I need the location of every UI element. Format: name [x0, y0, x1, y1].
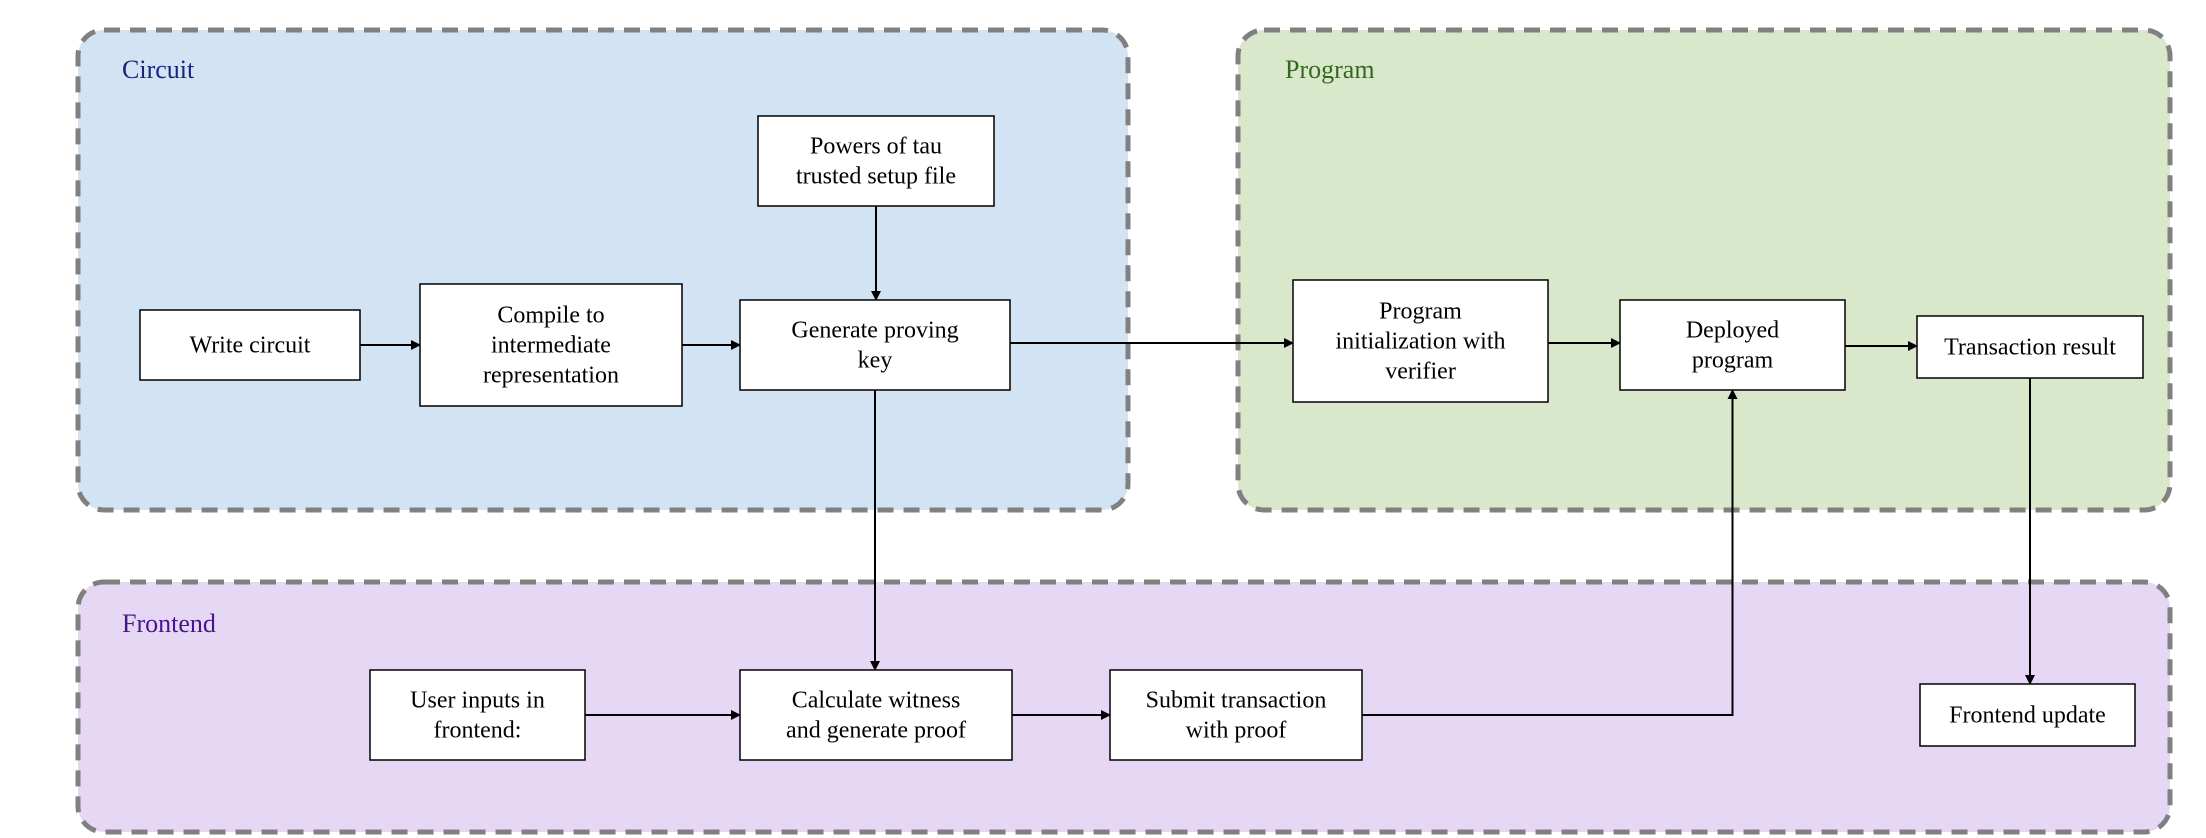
node-prog_init: Program initialization with verifier — [1293, 280, 1548, 402]
node-box-user_inputs — [370, 670, 585, 760]
node-text-deployed-line1: program — [1692, 348, 1774, 374]
node-text-calc_witness-line0: Calculate witness — [792, 688, 961, 714]
node-text-gen_pk-line0: Generate proving — [791, 318, 958, 344]
node-text-powers_tau-line1: trusted setup file — [796, 164, 956, 190]
node-text-prog_init-line0: Program — [1379, 299, 1462, 325]
node-tx_result: Transaction result — [1917, 316, 2143, 378]
group-label-circuit: Circuit — [122, 55, 195, 84]
node-text-gen_pk-line1: key — [858, 348, 893, 374]
node-submit_tx: Submit transaction with proof — [1110, 670, 1362, 760]
node-box-gen_pk — [740, 300, 1010, 390]
node-text-user_inputs-line0: User inputs in — [410, 688, 545, 714]
node-text-submit_tx-line0: Submit transaction — [1146, 688, 1327, 714]
node-box-deployed — [1620, 300, 1845, 390]
node-text-write_circuit-line0: Write circuit — [190, 333, 311, 359]
node-box-calc_witness — [740, 670, 1012, 760]
node-text-submit_tx-line1: with proof — [1186, 718, 1287, 744]
node-text-frontend_update-line0: Frontend update — [1949, 703, 2106, 729]
node-text-user_inputs-line1: frontend: — [434, 718, 522, 744]
node-box-powers_tau — [758, 116, 994, 206]
node-text-prog_init-line1: initialization with — [1336, 329, 1506, 355]
node-box-submit_tx — [1110, 670, 1362, 760]
node-text-tx_result-line0: Transaction result — [1944, 335, 2116, 361]
node-frontend_update: Frontend update — [1920, 684, 2135, 746]
node-write_circuit: Write circuit — [140, 310, 360, 380]
node-powers_tau: Powers of tau trusted setup file — [758, 116, 994, 206]
node-text-compile_ir-line2: representation — [483, 363, 619, 389]
node-text-prog_init-line2: verifier — [1385, 359, 1456, 385]
node-text-compile_ir-line0: Compile to — [497, 303, 604, 329]
group-label-program: Program — [1285, 55, 1375, 84]
node-calc_witness: Calculate witness and generate proof — [740, 670, 1012, 760]
node-text-deployed-line0: Deployed — [1686, 318, 1779, 344]
node-text-calc_witness-line1: and generate proof — [786, 718, 966, 744]
group-circuit — [78, 30, 1128, 510]
node-user_inputs: User inputs in frontend: — [370, 670, 585, 760]
node-compile_ir: Compile to intermediate representation — [420, 284, 682, 406]
diagram-root: Circuit Program Frontend Write circuit Compi… — [0, 0, 2206, 838]
node-deployed: Deployed program — [1620, 300, 1845, 390]
node-text-compile_ir-line1: intermediate — [491, 333, 611, 359]
node-text-powers_tau-line0: Powers of tau — [810, 134, 942, 160]
group-label-frontend: Frontend — [122, 609, 216, 638]
node-gen_pk: Generate proving key — [740, 300, 1010, 390]
